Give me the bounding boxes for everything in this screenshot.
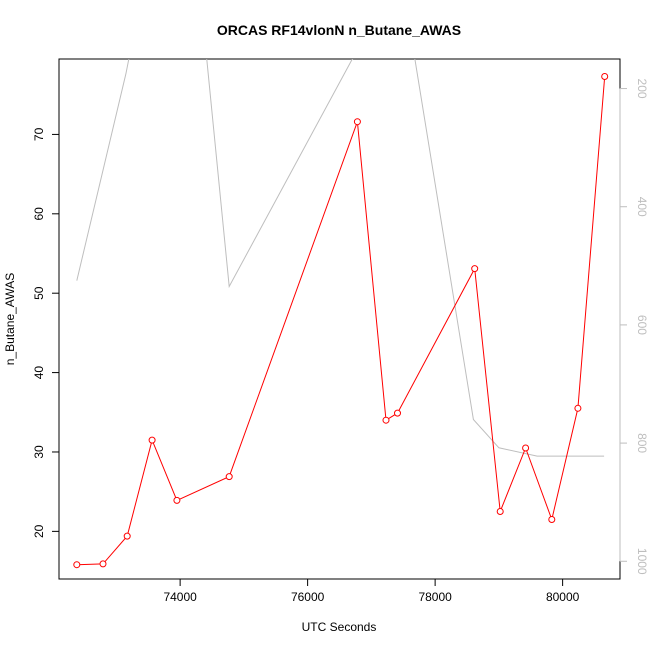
right-tick-label: 200 [635, 79, 649, 99]
right-tick-label: 400 [635, 197, 649, 217]
chart-title: ORCAS RF14vlonN n_Butane_AWAS [217, 22, 461, 38]
data-point [382, 416, 390, 424]
data-point [522, 444, 530, 452]
data-point [471, 265, 479, 273]
data-point [601, 73, 609, 80]
y-tick-label: 50 [32, 286, 46, 300]
y-tick-label: 30 [32, 445, 46, 459]
y-axis: 20 30 40 50 60 70 [32, 127, 60, 538]
x-tick-label: 74000 [163, 590, 197, 604]
data-point [394, 409, 401, 417]
secondary-series-path [76, 59, 605, 457]
x-tick-label: 78000 [418, 590, 452, 604]
primary-series [73, 73, 609, 569]
right-tick-label: 800 [635, 433, 649, 453]
primary-series-line [76, 76, 606, 566]
x-tick-label: 80000 [546, 590, 580, 604]
data-point [353, 118, 361, 126]
y-axis-label: n_Butane_AWAS [3, 273, 17, 366]
right-tick-label: 1000 [635, 548, 649, 575]
right-axis: 200 400 600 800 1000 [619, 79, 649, 575]
data-point [496, 508, 504, 515]
y-tick-label: 60 [32, 207, 46, 221]
x-axis: 74000 76000 78000 80000 [163, 578, 580, 604]
y-tick-label: 70 [32, 127, 46, 141]
x-tick-label: 76000 [291, 590, 325, 604]
data-point [574, 404, 582, 412]
data-point [548, 516, 556, 523]
data-point [173, 496, 181, 504]
data-point [225, 473, 233, 481]
y-tick-label: 20 [32, 524, 46, 538]
secondary-series-line [76, 59, 605, 457]
plot-frame [58, 58, 621, 580]
right-tick-label: 600 [635, 315, 649, 335]
data-point [73, 561, 81, 569]
data-point [123, 532, 131, 540]
data-point [148, 436, 156, 444]
y-tick-label: 40 [32, 366, 46, 380]
x-axis-label: UTC Seconds [302, 620, 377, 634]
data-point [99, 560, 107, 568]
